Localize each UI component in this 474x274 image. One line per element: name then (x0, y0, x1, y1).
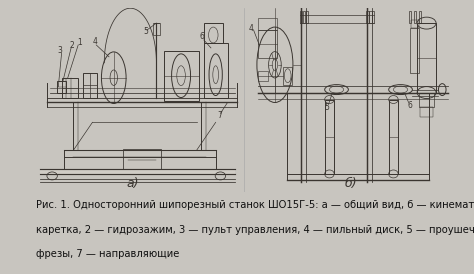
Text: 3: 3 (58, 46, 63, 55)
Bar (258, 18, 277, 30)
Bar (420, 107, 433, 117)
Bar (258, 71, 268, 81)
Text: 5: 5 (325, 103, 329, 112)
Bar (62, 78, 78, 98)
Bar (153, 23, 160, 35)
Bar (303, 11, 305, 23)
Text: 5: 5 (143, 27, 148, 36)
Text: б): б) (345, 177, 357, 190)
Text: 7: 7 (217, 111, 222, 120)
Bar (410, 28, 419, 73)
Bar (306, 11, 308, 23)
Text: 6: 6 (200, 33, 205, 41)
Bar (83, 73, 97, 98)
Bar (123, 149, 161, 169)
Bar (204, 43, 228, 98)
Bar (366, 11, 369, 23)
Bar (389, 99, 398, 174)
Text: 2: 2 (70, 41, 74, 50)
Bar (417, 23, 436, 93)
Text: 1: 1 (77, 38, 82, 47)
Bar (258, 30, 277, 58)
Bar (372, 11, 374, 23)
Bar (283, 67, 292, 85)
Bar (369, 11, 372, 23)
Text: фрезы, 7 — направляющие: фрезы, 7 — направляющие (36, 249, 179, 259)
Text: каретка, 2 — гидрозажим, 3 — пульт управления, 4 — пильный диск, 5 — проушечный : каретка, 2 — гидрозажим, 3 — пульт управ… (36, 225, 474, 235)
Bar (419, 11, 421, 23)
Bar (57, 81, 66, 93)
Text: 4: 4 (92, 38, 97, 47)
Text: Рис. 1. Односторонний шипорезный станок ШО15Г-5: а — общий вид, б — кинематическ: Рис. 1. Односторонний шипорезный станок … (36, 200, 474, 210)
Bar (164, 51, 199, 101)
Text: 4: 4 (249, 24, 254, 33)
Text: 6: 6 (408, 101, 412, 110)
Bar (414, 11, 416, 23)
Bar (419, 93, 434, 107)
Bar (204, 23, 223, 43)
Bar (409, 11, 411, 23)
Bar (411, 20, 419, 28)
Text: а): а) (127, 177, 139, 190)
Bar (300, 11, 302, 23)
Bar (325, 99, 334, 174)
